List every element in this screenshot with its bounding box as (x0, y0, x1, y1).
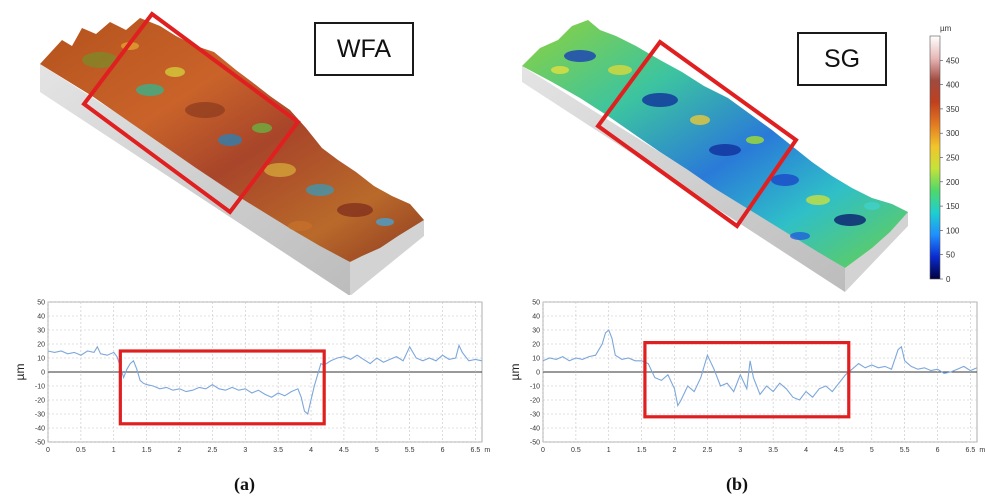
sg-ytick-label: -10 (530, 384, 540, 391)
wfa-ytick-label: 50 (37, 300, 45, 307)
wfa-ytick-label: 20 (37, 342, 45, 349)
base-slab-side (40, 64, 350, 296)
colorbar-gradient (929, 35, 941, 280)
wfa-label-box: WFA (314, 22, 414, 76)
wfa-highlight-box (118, 349, 326, 426)
sg-ytick-label: 40 (532, 314, 540, 321)
sg-xunit: mm (979, 447, 985, 454)
sg-surface-top (522, 20, 908, 268)
caption-b: (b) (726, 474, 748, 494)
wfa-xtick-label: 4.5 (339, 447, 349, 454)
sg-xtick-label: 4.5 (834, 447, 844, 454)
wfa-surface-texture (82, 42, 394, 231)
wfa-ytick-label: -50 (35, 440, 45, 447)
sg-ytick-label: -50 (530, 440, 540, 447)
sg-ytick-label: -20 (530, 398, 540, 405)
colorbar-tick-label: 100 (946, 226, 960, 235)
wfa-ytick-label: -10 (35, 384, 45, 391)
sg-xtick-label: 4 (804, 447, 808, 454)
sg-xtick-label: 1.5 (637, 447, 647, 454)
caption-a: (a) (234, 474, 255, 494)
sg-xtick-label: 6.5 (966, 447, 976, 454)
sg-xtick-label: 2.5 (703, 447, 713, 454)
base-slab-end (845, 212, 908, 292)
wfa-xtick-label: 3.5 (273, 447, 283, 454)
profile-plot-sg: -50 -40 -30 -20 -10 0 10 20 30 40 50 0 0.5 1 1.5 2 2.5 3 3… (508, 300, 985, 455)
sg-ytick-label: 0 (536, 370, 540, 377)
colorbar-tick-label: 0 (946, 275, 951, 282)
wfa-ylabel: µm (13, 364, 27, 381)
sg-xtick-label: 1 (607, 447, 611, 454)
wfa-highlight-box (81, 11, 301, 215)
colorbar-tick-label: 200 (946, 178, 960, 187)
sg-highlight-box (595, 39, 799, 229)
sg-xtick-label: 3.5 (768, 447, 778, 454)
sg-surface-texture (551, 50, 880, 240)
wfa-xtick-label: 5 (375, 447, 379, 454)
wfa-xtick-label: 6.5 (471, 447, 481, 454)
colorbar-tick-label: 150 (946, 202, 960, 211)
base-slab-end (350, 220, 424, 296)
wfa-ytick-label: -20 (35, 398, 45, 405)
wfa-ytick-label: 40 (37, 314, 45, 321)
colorbar-tick-label: 50 (946, 251, 955, 260)
sg-xtick-label: 2 (673, 447, 677, 454)
sg-xtick-label: 6 (936, 447, 940, 454)
sg-ytick-label: 20 (532, 342, 540, 349)
surface-3d-wfa: WFA (0, 0, 470, 296)
sg-highlight-box (643, 340, 851, 419)
colorbar-tick-label: 400 (946, 81, 960, 90)
sg-ytick-label: 50 (532, 300, 540, 307)
sg-ylabel: µm (508, 364, 522, 381)
colorbar-tick-label: 300 (946, 129, 960, 138)
wfa-xtick-label: 1 (112, 447, 116, 454)
wfa-xtick-label: 1.5 (142, 447, 152, 454)
profile-plot-wfa: -50 -40 -30 -20 -10 0 10 20 30 40 50 0 0.5 1 1.5 2 2.5 3 3… (13, 300, 490, 455)
wfa-xtick-label: 2 (178, 447, 182, 454)
wfa-ytick-label: 0 (41, 370, 45, 377)
sg-ytick-label: -30 (530, 412, 540, 419)
wfa-xtick-label: 2.5 (208, 447, 218, 454)
colorbar-unit: µm (940, 24, 952, 33)
sg-ytick-label: 30 (532, 328, 540, 335)
wfa-ytick-label: 10 (37, 356, 45, 363)
wfa-xtick-label: 4 (309, 447, 313, 454)
sg-xtick-label: 5.5 (900, 447, 910, 454)
sg-profile-line (542, 329, 978, 408)
wfa-label: WFA (336, 34, 392, 63)
sg-xtick-label: 0.5 (571, 447, 581, 454)
colorbar-tick-label: 450 (946, 56, 960, 65)
sg-xtick-label: 0 (541, 447, 545, 454)
sg-label: SG (823, 44, 861, 73)
sg-ytick-label: 10 (532, 356, 540, 363)
sg-ytick-label: -40 (530, 426, 540, 433)
surface-3d-sg: SG (500, 0, 985, 295)
sg-xtick-label: 5 (870, 447, 874, 454)
wfa-ytick-label: -40 (35, 426, 45, 433)
wfa-xunit: mm (484, 447, 490, 454)
colorbar-tick-label: 250 (946, 154, 960, 163)
colorbar-tick-label: 350 (946, 105, 960, 114)
wfa-xtick-label: 0 (46, 447, 50, 454)
wfa-ytick-label: -30 (35, 412, 45, 419)
sg-label-box: SG (797, 32, 887, 86)
colorbar: µm 0 50 100 150 200 250 300 350 400 450 (929, 24, 960, 282)
wfa-ytick-label: 30 (37, 328, 45, 335)
surface-3d-sg-graphic (522, 20, 908, 292)
wfa-xtick-label: 5.5 (405, 447, 415, 454)
wfa-xtick-label: 3 (243, 447, 247, 454)
surface-3d-wfa-graphic (40, 11, 424, 296)
wfa-xtick-label: 0.5 (76, 447, 86, 454)
sg-xtick-label: 3 (738, 447, 742, 454)
wfa-xtick-label: 6 (441, 447, 445, 454)
